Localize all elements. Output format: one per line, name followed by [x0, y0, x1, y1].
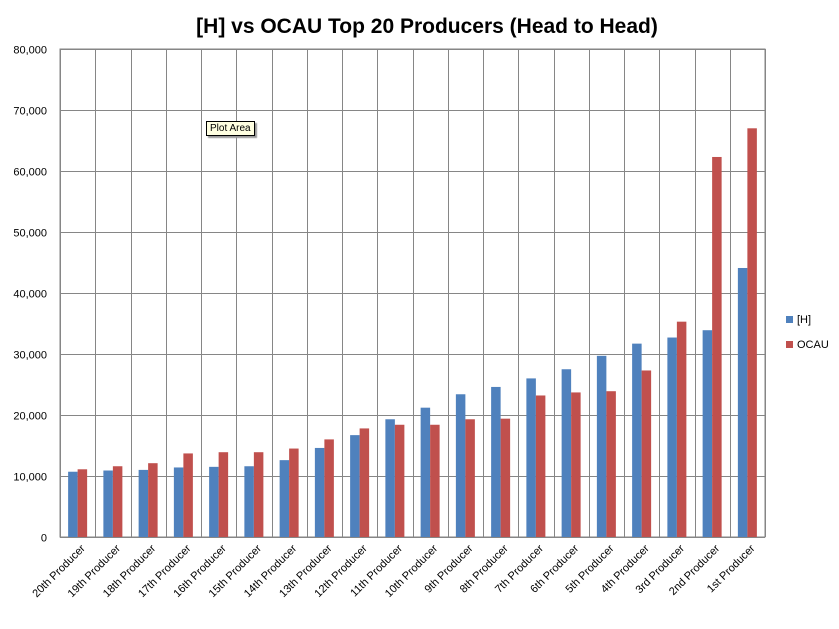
bar-h-10[interactable] — [385, 419, 395, 537]
bar-h-11[interactable] — [420, 407, 431, 537]
bar-ocau-5[interactable] — [218, 452, 229, 537]
legend-label: [H] — [797, 314, 811, 326]
bar-h-1[interactable] — [68, 471, 78, 537]
chart-title: [H] vs OCAU Top 20 Producers (Head to He… — [196, 15, 658, 38]
bar-h-12[interactable] — [455, 394, 466, 537]
bar-ocau-10[interactable] — [394, 424, 405, 537]
bar-h-9[interactable] — [350, 435, 360, 537]
legend-label: OCAU — [797, 339, 829, 351]
bar-h-2[interactable] — [103, 470, 113, 537]
bar-ocau-14[interactable] — [535, 395, 546, 537]
bar-h-16[interactable] — [596, 355, 607, 537]
bar-h-8[interactable] — [314, 447, 325, 537]
bar-h-13[interactable] — [491, 386, 501, 537]
bar-ocau-1[interactable] — [77, 469, 88, 537]
y-tick-label: 20,000 — [13, 411, 47, 423]
y-tick-label: 70,000 — [13, 106, 47, 118]
gridlines — [59, 48, 766, 538]
y-tick-label: 0 — [41, 533, 47, 545]
bar-h-7[interactable] — [279, 460, 290, 537]
y-tick-label: 80,000 — [13, 45, 47, 57]
bar-ocau-3[interactable] — [148, 463, 158, 537]
bar-ocau-12[interactable] — [465, 419, 475, 537]
bar-h-18[interactable] — [667, 337, 677, 537]
y-tick-label: 50,000 — [13, 228, 47, 240]
plot-area[interactable] — [68, 128, 757, 538]
bar-ocau-11[interactable] — [430, 424, 440, 537]
bar-h-19[interactable] — [702, 330, 713, 537]
bar-h-20[interactable] — [737, 267, 748, 537]
bar-ocau-13[interactable] — [500, 418, 511, 537]
y-tick-label: 40,000 — [13, 289, 47, 301]
bar-h-3[interactable] — [138, 469, 149, 537]
legend-swatch — [786, 341, 793, 348]
plot-area-tooltip: Plot Area — [206, 121, 255, 136]
bar-h-14[interactable] — [526, 378, 536, 537]
bar-h-6[interactable] — [244, 466, 254, 537]
y-tick-label: 30,000 — [13, 350, 47, 362]
bar-ocau-20[interactable] — [747, 128, 757, 538]
bar-ocau-18[interactable] — [676, 321, 687, 537]
legend: [H] OCAU — [786, 314, 829, 351]
bar-h-15[interactable] — [561, 369, 572, 537]
bar-ocau-17[interactable] — [641, 370, 652, 537]
bar-h-5[interactable] — [209, 466, 219, 537]
bar-ocau-6[interactable] — [253, 452, 264, 537]
bar-ocau-16[interactable] — [606, 391, 616, 537]
bar-ocau-15[interactable] — [571, 392, 581, 537]
bar-ocau-7[interactable] — [289, 448, 299, 537]
y-tick-label: 10,000 — [13, 472, 47, 484]
bar-ocau-2[interactable] — [112, 466, 123, 537]
bar-ocau-9[interactable] — [359, 428, 370, 537]
y-tick-label: 60,000 — [13, 167, 47, 179]
bar-ocau-19[interactable] — [712, 156, 722, 537]
bar-ocau-8[interactable] — [324, 439, 334, 537]
legend-swatch — [786, 316, 793, 323]
bar-h-17[interactable] — [632, 343, 642, 537]
bar-h-4[interactable] — [173, 467, 184, 537]
bar-ocau-4[interactable] — [183, 453, 193, 537]
